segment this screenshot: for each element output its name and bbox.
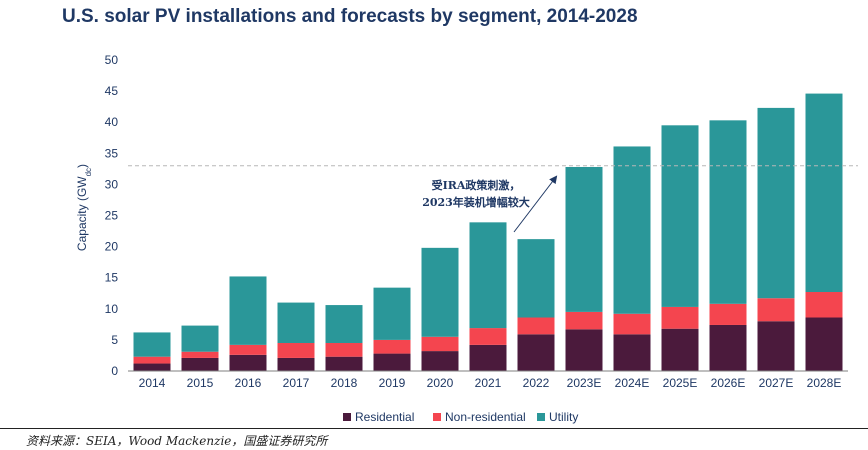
y-tick-label: 15 — [105, 271, 119, 285]
bar-residential-2023e — [565, 329, 603, 371]
legend-swatch-residential — [343, 413, 351, 421]
annotation-text-line-1: 受IRA政策刺激， — [432, 178, 521, 192]
y-tick-label: 40 — [105, 115, 119, 129]
x-tick-label: 2016 — [235, 376, 262, 390]
bar-residential-2014 — [133, 363, 171, 371]
bar-residential-2027e — [757, 321, 795, 371]
bar-non-residential-2025e — [661, 306, 699, 329]
bar-utility-2019 — [373, 287, 411, 340]
bar-utility-2028e — [805, 93, 843, 293]
y-axis-title: Capacity (GWdc) — [75, 164, 93, 251]
legend-swatch-utility — [537, 413, 545, 421]
bar-non-residential-2016 — [229, 344, 267, 355]
x-tick-label: 2028E — [807, 376, 842, 390]
bar-utility-2016 — [229, 276, 267, 345]
x-tick-label: 2023E — [567, 376, 602, 390]
legend: Residential Non-residential Utility — [343, 410, 578, 424]
bar-residential-2026e — [709, 324, 747, 371]
bar-non-residential-2028e — [805, 292, 843, 318]
annotation: 受IRA政策刺激， 2023年装机增幅较大 — [422, 175, 558, 233]
bar-residential-2020 — [421, 351, 459, 371]
x-axis: 2014 2015 2016 2017 2018 2019 2020 2021 2022 2023… — [128, 370, 848, 390]
bar-residential-2016 — [229, 354, 267, 371]
x-tick-label: 2027E — [759, 376, 794, 390]
bar-utility-2023e — [565, 166, 603, 312]
bar-non-residential-2023e — [565, 311, 603, 330]
source-note: 资料来源：SEIA，Wood Mackenzie，国盛证券研究所 — [26, 434, 328, 448]
bar-non-residential-2017 — [277, 343, 315, 358]
y-tick-label: 35 — [105, 146, 119, 160]
bar-residential-2028e — [805, 317, 843, 371]
y-tick-label: 5 — [111, 333, 118, 347]
x-tick-label: 2022 — [523, 376, 550, 390]
x-tick-label: 2025E — [663, 376, 698, 390]
y-tick-label: 10 — [105, 302, 119, 316]
bar-residential-2018 — [325, 356, 363, 371]
x-tick-label: 2024E — [615, 376, 650, 390]
y-tick-label: 45 — [105, 84, 119, 98]
bar-non-residential-2019 — [373, 339, 411, 354]
bar-non-residential-2022 — [517, 317, 555, 335]
x-tick-label: 2026E — [711, 376, 746, 390]
bar-utility-2018 — [325, 305, 363, 344]
bar-residential-2022 — [517, 334, 555, 371]
x-tick-label: 2017 — [283, 376, 310, 390]
y-tick-label: 20 — [105, 240, 119, 254]
y-tick-label: 30 — [105, 177, 119, 191]
bar-non-residential-2014 — [133, 356, 171, 364]
bar-utility-2015 — [181, 325, 219, 352]
bar-residential-2015 — [181, 357, 219, 371]
bar-residential-2021 — [469, 344, 507, 371]
bar-non-residential-2018 — [325, 343, 363, 357]
legend-label: Utility — [549, 410, 578, 424]
bar-non-residential-2027e — [757, 298, 795, 322]
bar-non-residential-2021 — [469, 328, 507, 345]
bars-group — [133, 93, 843, 371]
bar-utility-2025e — [661, 125, 699, 307]
bar-utility-2022 — [517, 239, 555, 318]
y-tick-label: 50 — [105, 53, 119, 67]
bar-utility-2014 — [133, 332, 171, 357]
bar-residential-2025e — [661, 328, 699, 371]
legend-label: Residential — [355, 410, 414, 424]
y-axis-title-subscript: dc — [84, 168, 93, 176]
bar-residential-2019 — [373, 353, 411, 371]
bar-utility-2017 — [277, 302, 315, 344]
bar-residential-2017 — [277, 357, 315, 371]
x-tick-label: 2019 — [379, 376, 406, 390]
bar-utility-2024e — [613, 146, 651, 314]
y-axis: 0 5 10 15 20 25 30 35 40 45 50 — [105, 53, 119, 378]
x-tick-label: 2020 — [427, 376, 454, 390]
y-tick-label: 0 — [111, 364, 118, 378]
legend-swatch-non-residential — [433, 413, 441, 421]
bar-non-residential-2026e — [709, 303, 747, 325]
x-tick-label: 2021 — [475, 376, 502, 390]
x-tick-label: 2018 — [331, 376, 358, 390]
y-tick-label: 25 — [105, 209, 119, 223]
x-tick-label: 2015 — [187, 376, 214, 390]
bar-utility-2026e — [709, 120, 747, 304]
annotation-arrow — [513, 175, 558, 233]
chart-title: U.S. solar PV installations and forecast… — [62, 6, 638, 27]
y-axis-title-close: ) — [75, 164, 89, 168]
x-tick-label: 2014 — [139, 376, 166, 390]
y-axis-title-main: Capacity (GW — [75, 176, 89, 251]
bar-utility-2021 — [469, 222, 507, 329]
bar-non-residential-2020 — [421, 336, 459, 352]
bar-utility-2027e — [757, 107, 795, 299]
bar-non-residential-2024e — [613, 313, 651, 335]
bar-residential-2024e — [613, 334, 651, 371]
annotation-text-line-2: 2023年装机增幅较大 — [422, 195, 530, 209]
bar-non-residential-2015 — [181, 351, 219, 358]
legend-label: Non-residential — [445, 410, 526, 424]
source-divider — [0, 428, 868, 429]
bar-utility-2020 — [421, 247, 459, 337]
